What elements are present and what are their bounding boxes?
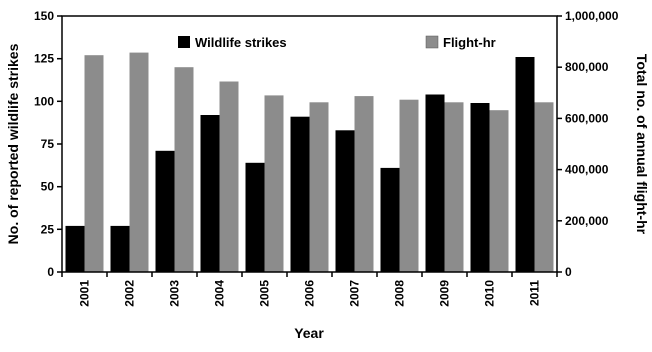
x-tick-label: 2009 — [438, 280, 452, 307]
bar-flight-hr-2011 — [534, 102, 554, 272]
bar-flight-hr-2001 — [84, 55, 104, 273]
legend: Wildlife strikes Flight-hr — [178, 35, 496, 50]
bar-flight-hr-2010 — [489, 110, 509, 272]
y-tick-label-left: 0 — [47, 265, 54, 279]
x-tick-label: 2004 — [213, 280, 227, 307]
y-tick-label-right: 200,000 — [565, 214, 609, 228]
y-tick-label-left: 75 — [41, 137, 55, 151]
bar-flight-hr-2003 — [174, 67, 194, 272]
x-tick-label: 2007 — [348, 280, 362, 307]
y-axis-title-left: No. of reported wildlife strikes — [5, 43, 21, 244]
ticks-layer: 2001 2002 2003 2004 2005 2006 2007 2008 2009 2010… — [34, 9, 619, 307]
y-axis-title-right: Total no. of annual flight-hr — [634, 54, 650, 235]
x-tick-label: 2010 — [483, 280, 497, 307]
bar-flight-hr-2007 — [354, 96, 374, 272]
legend-label-flight-hr: Flight-hr — [443, 35, 496, 50]
bar-flight-hr-2006 — [309, 102, 329, 272]
y-tick-label-left: 125 — [34, 52, 54, 66]
bar-wildlife-strikes-2006 — [290, 116, 310, 272]
bar-flight-hr-2009 — [444, 102, 464, 272]
bar-wildlife-strikes-2004 — [200, 115, 220, 272]
bar-wildlife-strikes-2010 — [470, 103, 490, 272]
bars-layer — [65, 52, 554, 273]
y-tick-label-left: 50 — [41, 180, 55, 194]
y-tick-label-right: 1,000,000 — [565, 9, 619, 23]
legend-swatch-flight-hr — [425, 35, 439, 49]
x-tick-label: 2001 — [78, 280, 92, 307]
x-tick-label: 2003 — [168, 280, 182, 307]
y-tick-label-right: 600,000 — [565, 111, 609, 125]
x-axis-title: Year — [294, 325, 324, 341]
y-tick-label-left: 25 — [41, 222, 55, 236]
x-tick-label: 2006 — [303, 280, 317, 307]
bar-wildlife-strikes-2003 — [155, 150, 175, 272]
bar-flight-hr-2008 — [399, 99, 419, 272]
y-tick-label-right: 800,000 — [565, 60, 609, 74]
bar-wildlife-strikes-2005 — [245, 162, 265, 272]
bar-wildlife-strikes-2009 — [425, 94, 445, 272]
bar-wildlife-strikes-2001 — [65, 225, 85, 272]
x-tick-label: 2005 — [258, 280, 272, 307]
x-tick-label: 2002 — [123, 280, 137, 307]
legend-label-wildlife-strikes: Wildlife strikes — [195, 35, 287, 50]
y-tick-label-right: 0 — [565, 265, 572, 279]
bar-flight-hr-2005 — [264, 95, 284, 273]
y-tick-label-left: 150 — [34, 9, 54, 23]
bar-flight-hr-2002 — [129, 52, 149, 272]
bar-wildlife-strikes-2008 — [380, 167, 400, 272]
bar-wildlife-strikes-2011 — [515, 57, 535, 272]
y-tick-label-left: 100 — [34, 94, 54, 108]
legend-swatch-wildlife-strikes — [178, 36, 190, 48]
bar-flight-hr-2004 — [219, 81, 239, 272]
bar-wildlife-strikes-2002 — [110, 225, 130, 272]
x-tick-label: 2011 — [528, 280, 542, 306]
x-tick-label: 2008 — [393, 280, 407, 307]
bar-wildlife-strikes-2007 — [335, 130, 355, 272]
y-tick-label-right: 400,000 — [565, 163, 609, 177]
